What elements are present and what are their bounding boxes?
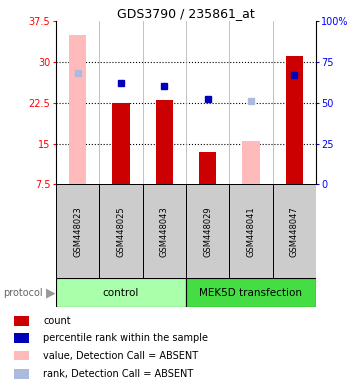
Text: count: count bbox=[43, 316, 71, 326]
Bar bbox=[143, 184, 186, 278]
Bar bbox=[242, 141, 260, 184]
Text: value, Detection Call = ABSENT: value, Detection Call = ABSENT bbox=[43, 351, 199, 361]
Bar bbox=[56, 184, 99, 278]
Bar bbox=[112, 103, 130, 184]
Text: control: control bbox=[103, 288, 139, 298]
Bar bbox=[56, 278, 186, 307]
Text: percentile rank within the sample: percentile rank within the sample bbox=[43, 333, 208, 343]
Text: GSM448041: GSM448041 bbox=[247, 206, 255, 257]
Text: protocol: protocol bbox=[4, 288, 43, 298]
Text: ▶: ▶ bbox=[46, 286, 56, 299]
Text: GSM448047: GSM448047 bbox=[290, 206, 299, 257]
Text: GSM448029: GSM448029 bbox=[203, 206, 212, 257]
Bar bbox=[14, 316, 29, 326]
Bar bbox=[186, 278, 316, 307]
Text: rank, Detection Call = ABSENT: rank, Detection Call = ABSENT bbox=[43, 369, 193, 379]
Bar bbox=[14, 369, 29, 379]
Bar bbox=[186, 184, 229, 278]
Title: GDS3790 / 235861_at: GDS3790 / 235861_at bbox=[117, 7, 255, 20]
Bar bbox=[99, 184, 143, 278]
Bar bbox=[14, 333, 29, 343]
Bar bbox=[286, 56, 303, 184]
Bar bbox=[69, 35, 86, 184]
Bar bbox=[273, 184, 316, 278]
Text: GSM448025: GSM448025 bbox=[117, 206, 125, 257]
Bar bbox=[229, 184, 273, 278]
Text: GSM448043: GSM448043 bbox=[160, 206, 169, 257]
Bar bbox=[14, 351, 29, 360]
Bar bbox=[156, 100, 173, 184]
Bar bbox=[199, 152, 216, 184]
Text: GSM448023: GSM448023 bbox=[73, 206, 82, 257]
Text: MEK5D transfection: MEK5D transfection bbox=[199, 288, 303, 298]
